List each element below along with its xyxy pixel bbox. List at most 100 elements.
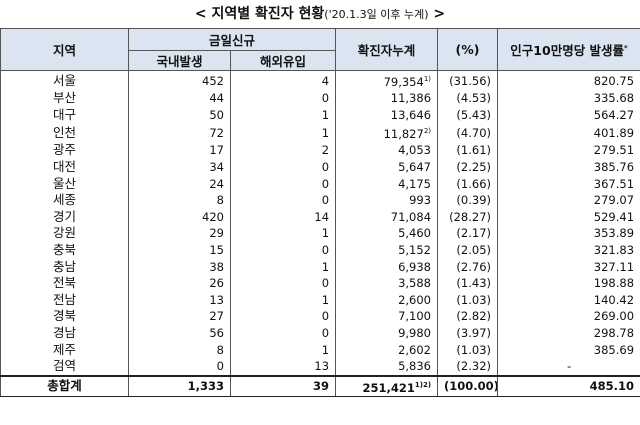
cell: 367.51 bbox=[497, 175, 640, 192]
cell: 8 bbox=[128, 191, 231, 209]
cell: 1 bbox=[229, 291, 337, 309]
region-cell: 충북 bbox=[0, 241, 129, 259]
cell: 4,175 bbox=[335, 175, 439, 192]
cell: 34 bbox=[128, 158, 231, 176]
cell: 198.88 bbox=[497, 274, 640, 292]
cell: 0 bbox=[229, 274, 337, 292]
cell: 5,460 bbox=[335, 225, 439, 242]
cell: 452 bbox=[128, 70, 231, 90]
table: 지역 금일신규 확진자누계 (%) 인구10만명당 발생률* 국내발생 해외유입… bbox=[0, 28, 640, 397]
cell: (5.43) bbox=[437, 106, 499, 124]
cell: (2.25) bbox=[437, 158, 499, 176]
cell: (1.66) bbox=[437, 175, 499, 192]
cell: 1,333 bbox=[128, 374, 231, 397]
cell: 2,600 bbox=[335, 291, 439, 309]
cell: 56 bbox=[128, 324, 231, 342]
cell: 1 bbox=[229, 258, 337, 275]
table-row: 경기 420 14 71,084 (28.27) 529.41 bbox=[0, 208, 640, 226]
region-cell: 경기 bbox=[0, 208, 129, 226]
cell: 0 bbox=[229, 158, 337, 176]
region-cell: 세종 bbox=[0, 191, 129, 209]
cell: (4.70) bbox=[437, 123, 499, 143]
cell: 72 bbox=[128, 123, 231, 143]
cell: 79,3541) bbox=[335, 70, 439, 90]
region-cell: 광주 bbox=[0, 142, 129, 159]
footnote-mark: 1)2) bbox=[414, 380, 432, 389]
region-cell: 검역 bbox=[0, 357, 129, 376]
region-cell: 대전 bbox=[0, 158, 129, 176]
table-row: 검역 0 13 5,836 (2.32) - bbox=[0, 357, 640, 376]
cell: 385.69 bbox=[497, 341, 640, 358]
cell: 5,647 bbox=[335, 158, 439, 176]
cell: 13,646 bbox=[335, 106, 439, 124]
cell: 29 bbox=[128, 225, 231, 242]
cell: (28.27) bbox=[437, 208, 499, 226]
cell: - bbox=[497, 357, 640, 376]
region-cell: 전남 bbox=[0, 291, 129, 309]
region-cell: 충남 bbox=[0, 258, 129, 275]
cell: (1.03) bbox=[437, 341, 499, 358]
header-cell: 지역 bbox=[0, 28, 129, 71]
cell: 11,8272) bbox=[335, 123, 439, 143]
region-cell: 전북 bbox=[0, 274, 129, 292]
cell: 13 bbox=[229, 357, 337, 376]
cell: 5,836 bbox=[335, 357, 439, 376]
cell: 420 bbox=[128, 208, 231, 226]
region-cell: 제주 bbox=[0, 341, 129, 358]
title-close: > bbox=[433, 6, 446, 22]
table-row: 부산 44 0 11,386 (4.53) 335.68 bbox=[0, 90, 640, 107]
footnote-mark: 2) bbox=[423, 127, 432, 136]
cell: 1 bbox=[229, 341, 337, 358]
cell: (2.82) bbox=[437, 308, 499, 325]
cell: 6,938 bbox=[335, 258, 439, 275]
table-row: 서울 452 4 79,3541) (31.56) 820.75 bbox=[0, 70, 640, 90]
cell: 3,588 bbox=[335, 274, 439, 292]
cell: 0 bbox=[229, 324, 337, 342]
cell: 0 bbox=[229, 241, 337, 259]
header-cell: 인구10만명당 발생률* bbox=[497, 28, 640, 71]
cell: 44 bbox=[128, 90, 231, 107]
cell: 13 bbox=[128, 291, 231, 309]
cell: 5,152 bbox=[335, 241, 439, 259]
cell: 327.11 bbox=[497, 258, 640, 275]
cell: 26 bbox=[128, 274, 231, 292]
cell: 529.41 bbox=[497, 208, 640, 226]
region-cell: 부산 bbox=[0, 90, 129, 107]
table-row: 경남 56 0 9,980 (3.97) 298.78 bbox=[0, 324, 640, 342]
cell: (2.17) bbox=[437, 225, 499, 242]
cell: 11,386 bbox=[335, 90, 439, 107]
cell: (1.43) bbox=[437, 274, 499, 292]
cell: 14 bbox=[229, 208, 337, 226]
footnote-mark: * bbox=[624, 44, 628, 52]
cell: 385.76 bbox=[497, 158, 640, 176]
cell: (1.03) bbox=[437, 291, 499, 309]
cell: 4,053 bbox=[335, 142, 439, 159]
table-row: 전남 13 1 2,600 (1.03) 140.42 bbox=[0, 291, 640, 309]
title-open: < bbox=[194, 6, 207, 22]
region-cell: 대구 bbox=[0, 106, 129, 124]
table-row: 충남 38 1 6,938 (2.76) 327.11 bbox=[0, 258, 640, 275]
cell: 27 bbox=[128, 308, 231, 325]
table-row: 광주 17 2 4,053 (1.61) 279.51 bbox=[0, 142, 640, 159]
cell: 1 bbox=[229, 225, 337, 242]
table-row: 대구 50 1 13,646 (5.43) 564.27 bbox=[0, 106, 640, 124]
cell: 2,602 bbox=[335, 341, 439, 358]
cell: 0 bbox=[229, 90, 337, 107]
cell-value: 251,421 bbox=[362, 380, 415, 395]
cell: 140.42 bbox=[497, 291, 640, 309]
cell: 1 bbox=[229, 123, 337, 143]
footnote-mark: 1) bbox=[423, 75, 432, 83]
cell: 993 bbox=[335, 191, 439, 209]
cell: 8 bbox=[128, 341, 231, 358]
cell: 485.10 bbox=[497, 374, 640, 397]
cell: 401.89 bbox=[497, 123, 640, 143]
region-cell: 경남 bbox=[0, 324, 129, 342]
region-cell: 서울 bbox=[0, 70, 129, 90]
cell: (4.53) bbox=[437, 90, 499, 107]
cell: 9,980 bbox=[335, 324, 439, 342]
header-cell: 확진자누계 bbox=[335, 28, 439, 71]
region-cell: 경북 bbox=[0, 308, 129, 325]
title-main: 지역별 확진자 현황 bbox=[211, 6, 325, 22]
cell: 71,084 bbox=[335, 208, 439, 226]
